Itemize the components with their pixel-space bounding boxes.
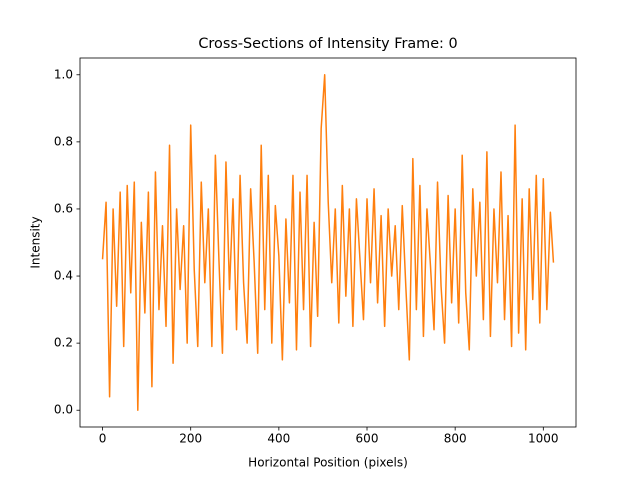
y-tick-label: 0.6 xyxy=(54,201,73,215)
x-tick-label: 1000 xyxy=(528,432,559,446)
axes-frame xyxy=(79,57,577,428)
x-axis-label: Horizontal Position (pixels) xyxy=(248,456,408,470)
x-tick-label: 0 xyxy=(99,432,107,446)
y-tick-label: 0.4 xyxy=(54,269,73,283)
y-tick-label: 0.2 xyxy=(54,336,73,350)
x-tick-label: 800 xyxy=(444,432,467,446)
data-line xyxy=(101,74,555,411)
y-axis-label: Intensity xyxy=(29,216,43,268)
y-tick-label: 0.0 xyxy=(54,403,73,417)
x-tick-label: 400 xyxy=(267,432,290,446)
x-tick-label: 200 xyxy=(179,432,202,446)
y-tick-label: 1.0 xyxy=(54,67,73,81)
y-tick-label: 0.8 xyxy=(54,134,73,148)
chart-title: Cross-Sections of Intensity Frame: 0 xyxy=(198,36,457,52)
x-tick-label: 600 xyxy=(356,432,379,446)
